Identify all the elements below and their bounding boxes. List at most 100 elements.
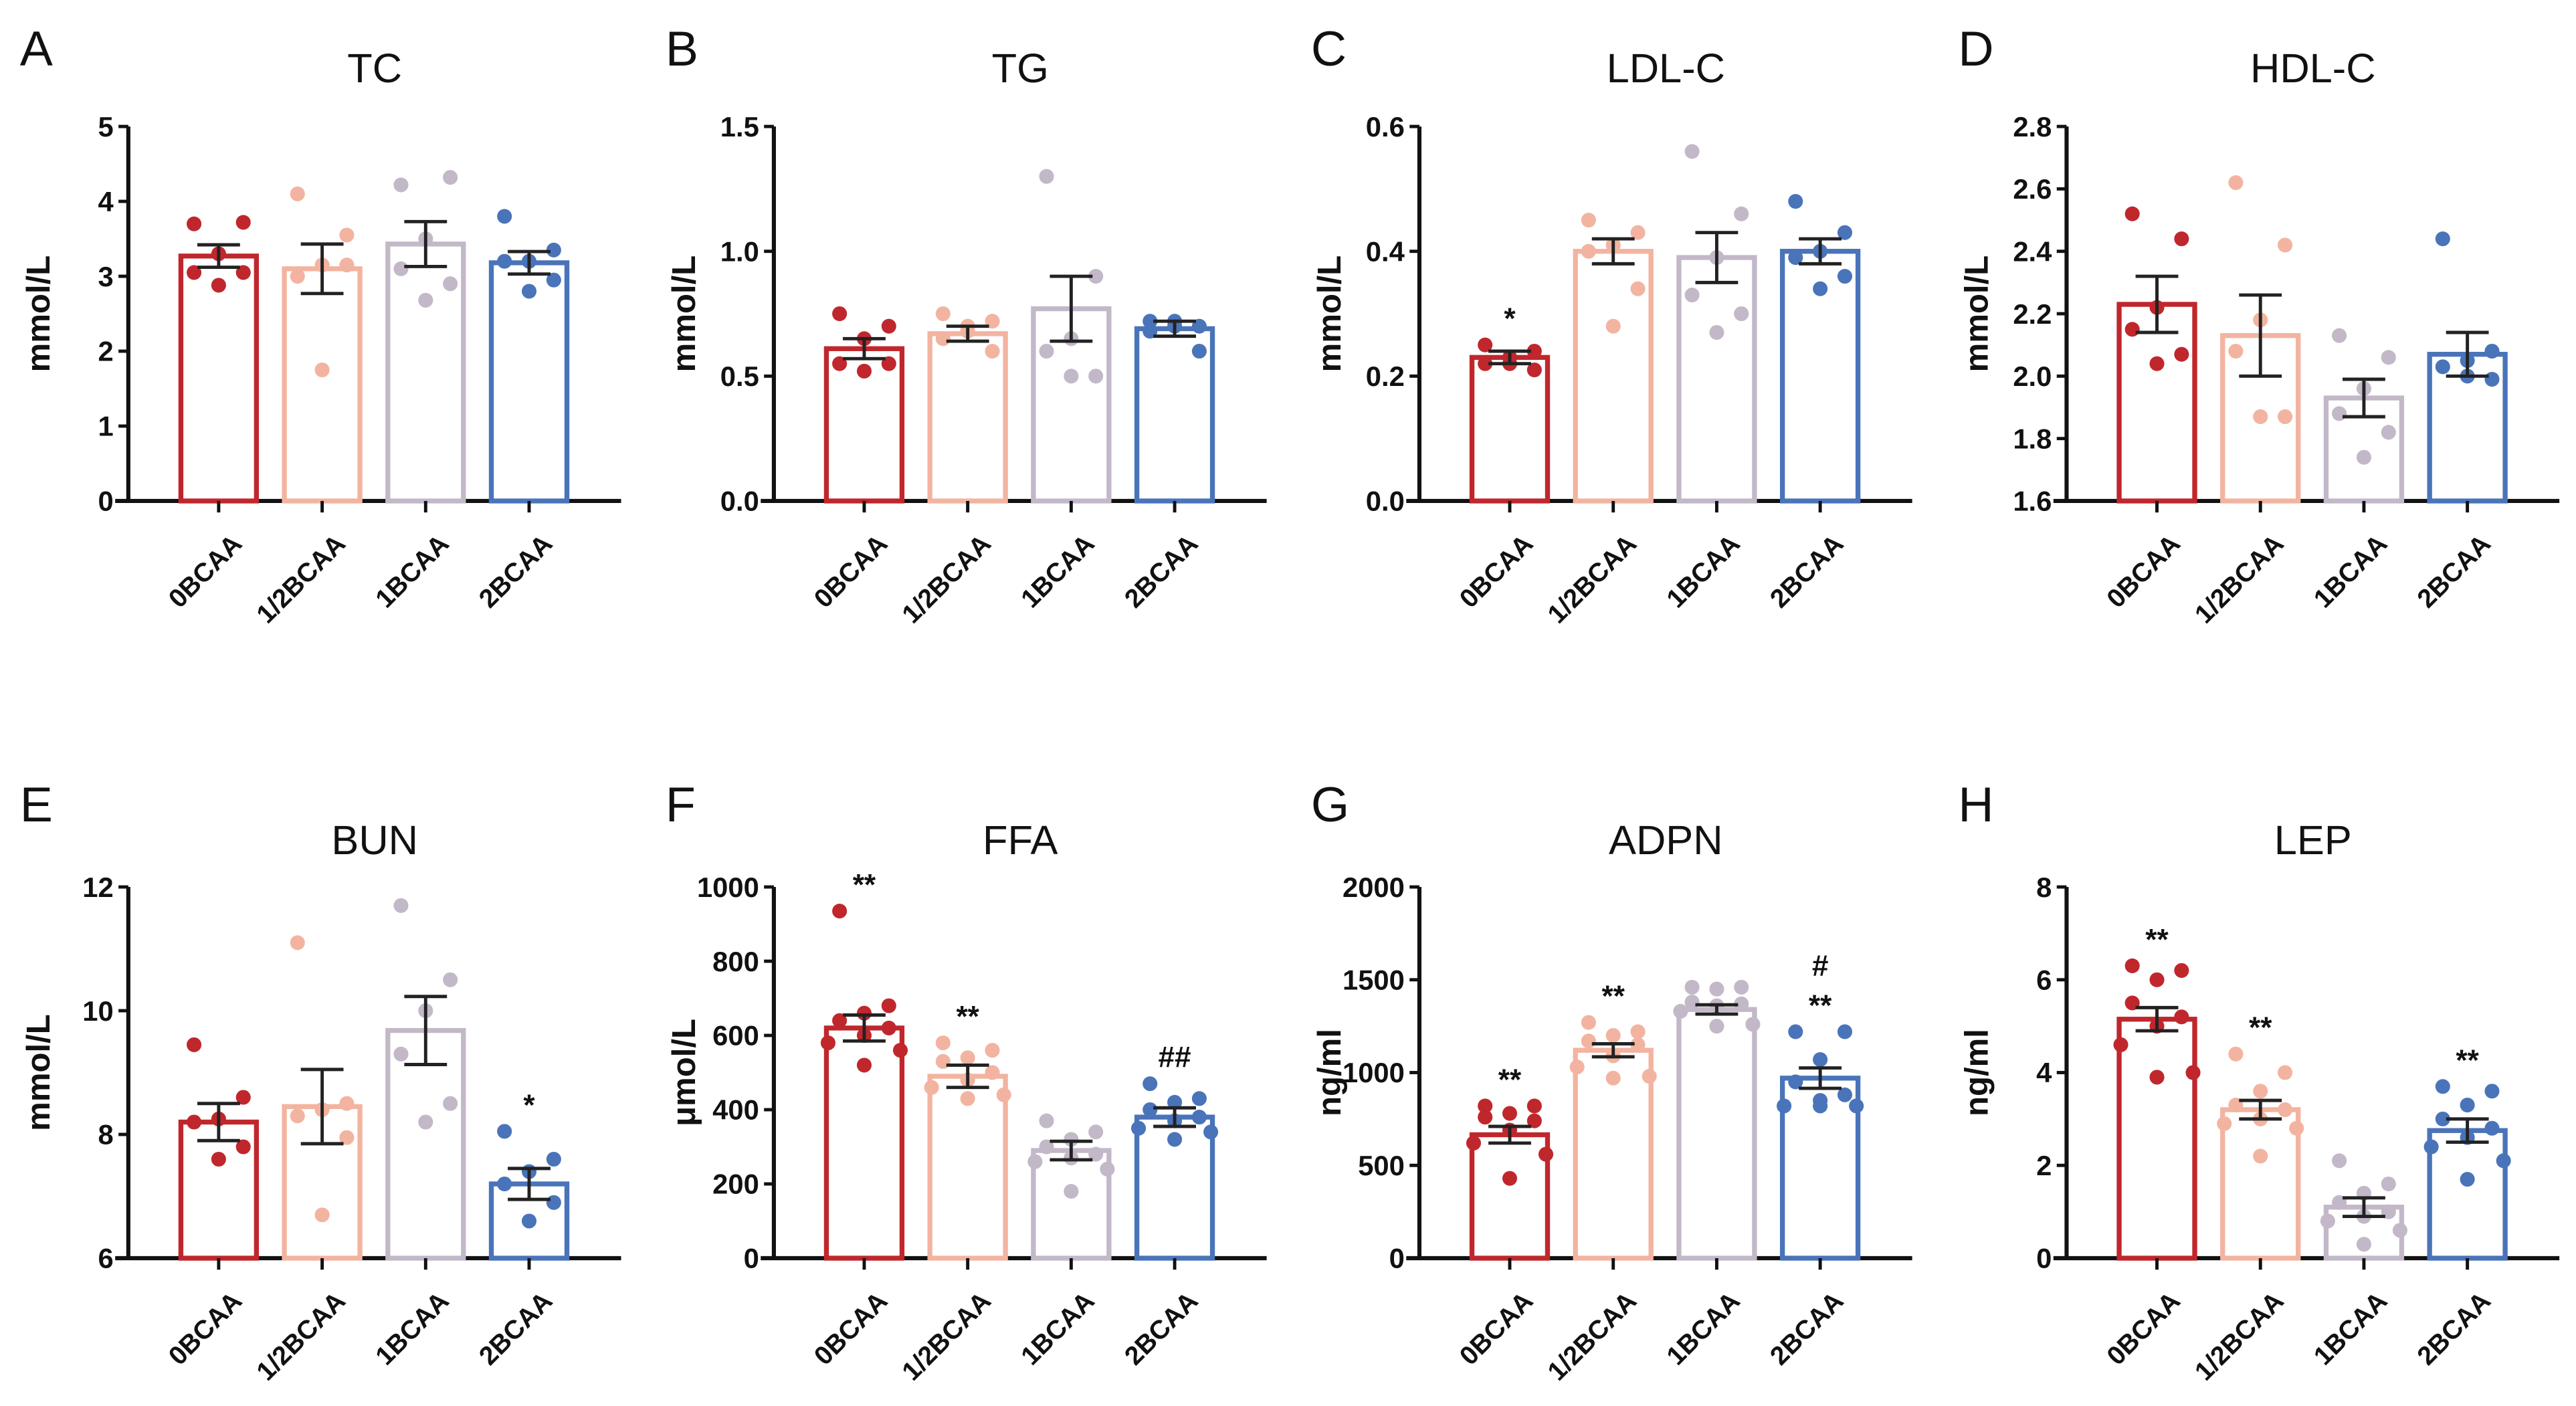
bar-2 <box>385 1027 466 1261</box>
data-point <box>2253 409 2268 425</box>
y-tick-label: 0 <box>744 1243 759 1274</box>
data-point <box>2332 328 2347 343</box>
data-point <box>1088 1146 1104 1162</box>
y-tick-label: 400 <box>712 1094 759 1126</box>
data-point <box>2278 1102 2293 1118</box>
data-point <box>1064 369 1079 384</box>
y-tick-label: 0.2 <box>1366 361 1405 392</box>
data-point <box>2356 1237 2371 1252</box>
data-point <box>881 318 896 334</box>
data-point <box>2484 371 2500 387</box>
panel-letter: C <box>1311 21 1347 76</box>
data-point <box>211 1151 226 1167</box>
data-point <box>187 1114 202 1130</box>
data-point <box>2124 206 2140 221</box>
data-point <box>935 1035 951 1051</box>
data-point <box>2278 1065 2293 1080</box>
data-point <box>1849 1098 1864 1114</box>
data-point <box>1167 1094 1183 1110</box>
x-category-label: 2BCAA <box>1119 1286 1204 1371</box>
data-point <box>1191 1110 1207 1125</box>
y-axis-label: mmol/L <box>21 256 57 373</box>
x-category-label: 2BCAA <box>474 1286 559 1371</box>
data-point <box>497 209 512 224</box>
data-point <box>1684 995 1700 1010</box>
x-category-label: 1BCAA <box>1015 1286 1100 1371</box>
y-tick-label: 2.4 <box>2013 235 2052 267</box>
x-category-label: 1/2BCAA <box>2189 1286 2290 1387</box>
data-point <box>1673 1003 1688 1019</box>
x-category-label: 1BCAA <box>1661 529 1746 614</box>
y-tick-label: 1.8 <box>2013 423 2052 454</box>
y-tick-label: 2000 <box>1343 872 1405 903</box>
data-point <box>1502 1171 1518 1186</box>
data-point <box>235 215 251 230</box>
data-point <box>418 292 433 308</box>
y-tick-label: 0.0 <box>720 486 759 517</box>
y-tick-label: 1500 <box>1343 965 1405 996</box>
data-point <box>2356 449 2371 465</box>
significance-mark: * <box>1504 302 1516 335</box>
data-point <box>2423 1139 2439 1154</box>
y-tick-label: 2.6 <box>2013 173 2052 205</box>
data-point <box>290 1108 305 1124</box>
significance-mark: ** <box>853 869 876 902</box>
data-point <box>290 186 305 201</box>
data-point <box>1478 337 1493 353</box>
data-point <box>2278 409 2293 425</box>
data-point <box>881 1020 896 1035</box>
panel-h: H LEP ng/ml 0 2 4 6 8 ** 0BCAA ** 1/2BCAA 1BCAA ** 2BC… <box>1958 777 2560 1387</box>
x-category-label: 2BCAA <box>1765 529 1850 614</box>
data-point <box>339 258 355 273</box>
panel-c: C LDL-C mmol/L 0.0 0.2 0.4 0.6 * 0BCAA 1/2BCAA 1BC… <box>1311 21 1912 629</box>
data-point <box>1734 206 1749 221</box>
significance-mark: ** <box>2249 1011 2272 1044</box>
data-point <box>2332 1153 2347 1169</box>
data-point <box>2381 425 2396 440</box>
data-point <box>2484 343 2500 359</box>
x-category-label: 1BCAA <box>370 529 455 614</box>
significance-mark: ** <box>956 1001 979 1033</box>
data-point <box>1642 1069 1657 1084</box>
y-tick-label: 12 <box>82 872 113 903</box>
y-axis-label: mmol/L <box>1312 256 1348 373</box>
data-point <box>1581 243 1596 259</box>
data-point <box>1130 1120 1147 1136</box>
x-category-label: 1/2BCAA <box>251 1286 351 1387</box>
significance-mark: ** <box>2456 1044 2479 1077</box>
bar-3 <box>1779 1076 1861 1261</box>
x-category-label: 1/2BCAA <box>896 529 997 629</box>
panel-letter: F <box>666 777 696 832</box>
data-point <box>1478 1110 1493 1125</box>
bar-1 <box>282 266 363 504</box>
data-point <box>881 998 896 1013</box>
significance-mark: ** <box>1498 1064 1522 1096</box>
data-point <box>1813 281 1828 296</box>
x-category-label: 2BCAA <box>474 529 559 614</box>
data-point <box>1605 1070 1621 1086</box>
data-point <box>1167 1132 1183 1147</box>
data-point <box>1191 1091 1207 1106</box>
data-point <box>2435 1111 2450 1126</box>
x-category-label: 0BCAA <box>1454 1286 1539 1371</box>
data-point <box>1630 1024 1646 1039</box>
data-point <box>393 261 409 276</box>
data-point <box>314 1207 330 1223</box>
data-point <box>1191 343 1207 359</box>
y-tick-label: 2 <box>98 336 114 367</box>
x-category-label: 1BCAA <box>2308 529 2393 614</box>
y-tick-label: 5 <box>98 111 114 142</box>
panel-letter: A <box>20 21 53 76</box>
chart-title: HDL-C <box>2250 45 2376 92</box>
x-category-label: 0BCAA <box>163 529 247 614</box>
bar-2 <box>1031 1148 1112 1261</box>
significance-mark-hash: # <box>1812 950 1829 983</box>
panel-letter: D <box>1958 21 1993 76</box>
panel-g: G ADPN ng/ml 0 500 1000 1500 2000 ** 0BCAA ** 1/2BC… <box>1311 777 1912 1387</box>
y-tick-label: 10 <box>82 995 113 1027</box>
chart-title: FFA <box>983 817 1058 864</box>
data-point <box>2332 406 2347 421</box>
bar-1 <box>927 1074 1008 1261</box>
panel-b: B TG mmol/L 0.0 0.5 1.0 1.5 0BCAA 1/2BCAA 1BCAA 2B… <box>666 21 1267 629</box>
